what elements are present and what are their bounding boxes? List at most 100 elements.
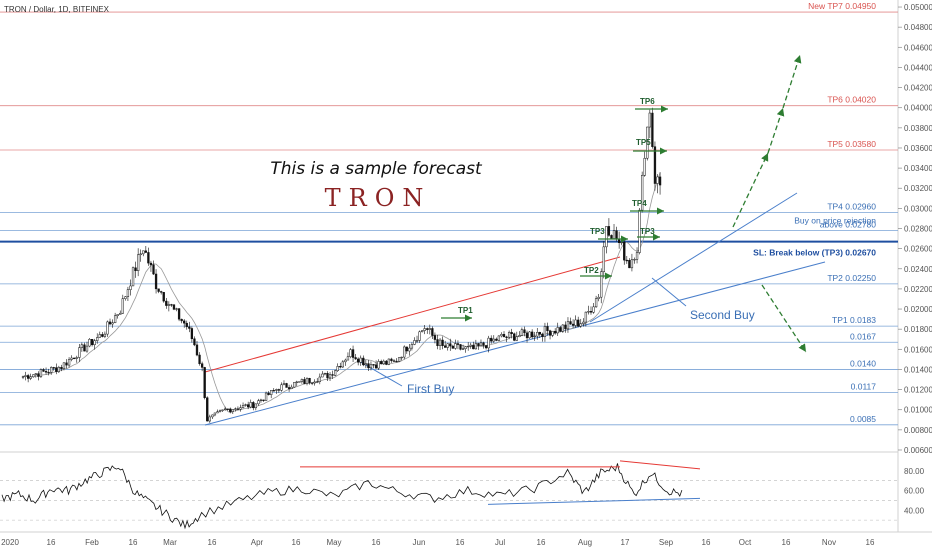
candle-body: [234, 408, 237, 410]
price-tick-label: 0.006000: [904, 446, 932, 455]
candle-body: [55, 367, 58, 372]
candle-body: [121, 298, 124, 314]
candle-body: [459, 344, 462, 350]
candle-body: [295, 381, 298, 383]
candle-body: [213, 412, 217, 416]
candle-body: [80, 344, 84, 348]
candle-body: [183, 320, 186, 324]
candle-body: [154, 273, 158, 290]
candle-body: [564, 324, 567, 330]
candle-body: [39, 369, 43, 377]
candle-body: [582, 321, 585, 324]
moving-average: [22, 172, 661, 414]
candle-body: [566, 321, 570, 330]
first-buy-pointer: [356, 359, 403, 387]
candle-body: [270, 390, 273, 395]
candle-body: [533, 335, 536, 338]
candle-body: [236, 408, 240, 410]
candle-body: [52, 367, 55, 369]
candle-body: [449, 343, 452, 347]
candle-body: [195, 344, 199, 356]
candle-body: [316, 381, 319, 383]
candle-body: [638, 209, 641, 253]
candle-body: [474, 343, 478, 350]
candle-body: [431, 328, 434, 336]
price-levels: New TP7 0.04950 TP6 0.04020 TP5 0.03580 TP4…: [0, 1, 898, 426]
level-label: TP6 0.04020: [827, 95, 876, 105]
candle-body: [287, 387, 291, 389]
candle-body: [26, 375, 30, 379]
candle-body: [369, 364, 373, 369]
symbol-info: TRON / Dollar, 1D, BITFINEX: [4, 5, 110, 14]
candle-body: [364, 363, 368, 366]
candle-body: [607, 226, 611, 236]
candle-body: [98, 334, 101, 338]
candle-body: [612, 230, 616, 239]
level-label: TP1 0.0183: [832, 315, 876, 325]
candle-body: [525, 332, 529, 339]
candle-body: [249, 402, 252, 408]
second-buy-pointer: [651, 277, 687, 307]
candle-body: [477, 343, 480, 347]
candle-body: [241, 405, 245, 408]
candle-body: [546, 326, 549, 331]
candle-body: [500, 334, 503, 337]
candle-body: [96, 337, 99, 341]
candle-body: [300, 379, 304, 382]
candle-body: [293, 382, 296, 388]
candle-body: [134, 267, 137, 271]
time-tick-label: Oct: [739, 538, 752, 547]
candle-body: [528, 331, 531, 339]
level-label: New TP7 0.04950: [808, 1, 876, 11]
forecast-subtitle: TRON: [325, 184, 432, 212]
time-tick-label: May: [326, 538, 341, 547]
tp-tag-label: TP4: [632, 199, 647, 208]
candle-body: [413, 340, 416, 345]
candle-body: [129, 285, 132, 290]
candle-body: [113, 315, 117, 323]
candle-body: [90, 338, 94, 346]
forecast-arrows: [732, 54, 807, 353]
rsi-tick-label: 40.00: [904, 506, 925, 515]
candle-body: [541, 333, 544, 338]
tp-tags: TP1 TP2 TP3 TP3 TP4 TP5 TP6: [441, 97, 668, 322]
candle-body: [382, 360, 385, 365]
candle-body: [651, 112, 654, 147]
tp-tag-label: TP3: [640, 227, 655, 236]
forecast-arrow: [761, 284, 807, 353]
candle-body: [551, 330, 554, 336]
candle-body: [298, 381, 301, 383]
candle-body: [349, 349, 352, 358]
level-label: SL: Break below (TP3) 0.02670: [753, 248, 876, 258]
candle-body: [37, 373, 40, 377]
candle-body: [165, 300, 168, 306]
candle-body: [405, 346, 408, 352]
candle-body: [111, 322, 114, 325]
rsi-line: [1, 463, 683, 530]
candle-body: [93, 340, 96, 346]
candle-body: [244, 404, 247, 406]
time-tick-label: 16: [456, 538, 465, 547]
candle-body: [451, 345, 454, 349]
ma-line: [22, 172, 661, 414]
candle-body: [29, 376, 32, 379]
candle-body: [380, 361, 383, 365]
candle-body: [630, 259, 634, 269]
candle-body: [507, 332, 511, 338]
candle-body: [321, 373, 324, 378]
candle-body: [530, 331, 534, 338]
candle-body: [193, 338, 196, 346]
candle-body: [589, 311, 593, 313]
candle-body: [377, 361, 380, 369]
candle-body: [126, 289, 130, 297]
candle-body: [617, 239, 621, 243]
candle-body: [472, 344, 475, 350]
candle-body: [658, 176, 662, 186]
candle-body: [42, 369, 45, 372]
candle-body: [221, 409, 224, 411]
